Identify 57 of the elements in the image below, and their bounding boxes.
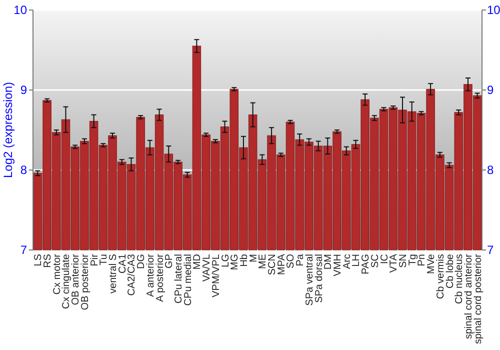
- x-tick-label: spinal cord anterior: [463, 253, 474, 340]
- x-tick-label: ME: [258, 254, 269, 269]
- x-tick-label: CPu lateral: [173, 254, 184, 304]
- x-tick-label: Tg: [407, 254, 418, 266]
- x-tick-label: Arc: [342, 254, 353, 269]
- x-tick-label: GP: [164, 254, 176, 268]
- x-tick-label: VMH: [332, 254, 344, 276]
- x-tick-label: OB posterior: [80, 253, 91, 310]
- y-tick-label: 10: [14, 3, 28, 18]
- x-tick-label: LG: [220, 254, 232, 268]
- x-tick-label: spinal cord posterior: [472, 253, 484, 344]
- y-axis-title: Log2 (expression): [1, 82, 15, 178]
- x-tick-label: CA1: [117, 254, 128, 274]
- x-tick-label: Cb vermis: [435, 254, 446, 300]
- x-tick-label: CA2/CA3: [126, 254, 138, 296]
- y-tick-label: 7: [20, 243, 28, 258]
- x-tick-label: DM: [323, 254, 334, 270]
- x-tick-label: RS: [42, 254, 54, 268]
- x-tick-label: Pa: [295, 254, 306, 266]
- x-tick-label: OB anterior: [70, 253, 82, 306]
- x-tick-label: SO: [286, 254, 297, 268]
- x-tick-label: DG: [136, 254, 148, 269]
- x-tick-label: SPa dorsal: [314, 254, 325, 303]
- x-tick-label: A anterior: [145, 253, 156, 297]
- x-tick-label: M: [248, 254, 260, 262]
- x-tick-label: IC: [379, 254, 390, 264]
- y2-tick-label: 9: [487, 83, 494, 98]
- x-tick-label: SCN: [267, 254, 278, 276]
- x-tick-label: SN: [398, 254, 409, 268]
- x-tick-label: SPa ventral: [304, 254, 316, 306]
- x-tick-label: VA/VL: [202, 254, 213, 282]
- x-tick-label: ventral S: [108, 254, 120, 294]
- x-tick-label: CPu medial: [182, 254, 194, 306]
- y-tick-label: 9: [20, 83, 28, 98]
- x-tick-label: MVe: [426, 254, 438, 274]
- x-tick-label: Pir: [89, 253, 100, 266]
- x-tick-label: Cb lobe: [444, 254, 456, 288]
- x-tick-label: MPA: [276, 254, 288, 275]
- x-tick-label: Cb nucleus: [454, 254, 466, 304]
- x-tick-label: Cx motor: [52, 253, 63, 295]
- x-tick-label: Hb: [238, 254, 250, 267]
- x-tick-label: PAG: [360, 254, 372, 274]
- x-tick-label: A posterior: [154, 253, 166, 302]
- y2-tick-label: 10: [487, 3, 500, 18]
- y2-tick-label: 8: [487, 163, 494, 178]
- x-tick-label: Pn: [416, 254, 428, 266]
- x-tick-label: LS: [33, 254, 44, 266]
- y2-tick-label: 7: [487, 243, 494, 258]
- x-tick-label: MD: [192, 254, 204, 270]
- x-tick-label: MG: [230, 254, 241, 270]
- y-tick-label: 8: [20, 163, 28, 178]
- x-tick-label: VTA: [388, 254, 400, 273]
- x-tick-label: LH: [351, 254, 362, 267]
- x-tick-label: Cx cingulate: [61, 254, 72, 310]
- x-tick-label: VPM/VPL: [210, 254, 222, 298]
- x-tick-label: Tu: [98, 254, 110, 266]
- x-tick-label: SC: [370, 254, 381, 268]
